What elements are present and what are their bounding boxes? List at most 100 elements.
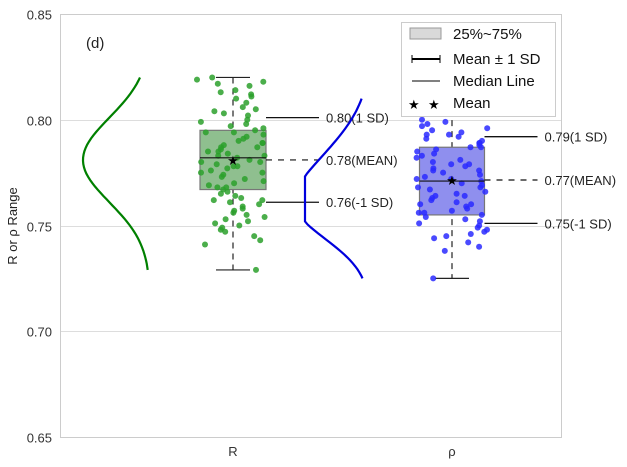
data-point [246, 82, 253, 89]
legend-box-swatch [409, 27, 442, 40]
data-point [239, 205, 246, 212]
data-point [240, 135, 247, 142]
data-point [260, 78, 267, 85]
data-point [457, 156, 464, 163]
series-layer: ★ 0.80(1 SD) 0.78(MEAN) 0.76(-1 SD) ★ 0.79(1 … [81, 74, 617, 282]
data-point [458, 180, 465, 187]
data-point [260, 125, 267, 132]
data-point [415, 184, 421, 191]
data-point [241, 176, 248, 182]
data-point [429, 159, 436, 165]
data-point [224, 188, 231, 195]
data-point [481, 228, 488, 235]
data-point [213, 161, 220, 168]
data-point [414, 148, 421, 155]
data-point [476, 243, 483, 250]
data-point [455, 133, 462, 140]
data-point [428, 197, 435, 204]
data-point [478, 211, 485, 218]
data-point [417, 201, 424, 208]
y-tick-label: 0.65 [27, 431, 52, 446]
data-point [232, 87, 239, 94]
data-point [238, 195, 245, 201]
data-point [453, 190, 460, 197]
data-point [198, 169, 204, 176]
data-point [205, 148, 211, 155]
legend-entry-sd: Mean ± 1 SD [453, 51, 541, 68]
data-point [415, 209, 422, 216]
data-point [222, 216, 229, 223]
data-point [260, 178, 267, 185]
data-point [231, 180, 238, 187]
data-point [209, 74, 216, 81]
data-point [467, 231, 474, 237]
series-R: ★ 0.80(1 SD) 0.78(MEAN) 0.76(-1 SD) [81, 74, 398, 273]
data-point [215, 152, 222, 159]
data-point [245, 218, 251, 225]
data-point [214, 80, 221, 87]
data-point [413, 176, 420, 182]
data-point [253, 266, 259, 273]
data-point [482, 188, 489, 195]
data-point [214, 184, 221, 191]
annotation-mean: 0.78(MEAN) [326, 153, 398, 168]
data-point [259, 140, 266, 146]
data-point [416, 220, 423, 227]
data-point [468, 201, 475, 208]
data-point [418, 152, 425, 159]
data-point [430, 167, 437, 174]
y-axis-label: R or ρ Range [5, 187, 20, 265]
data-point [207, 167, 214, 174]
legend-star-icon: ★ [408, 97, 420, 112]
data-point [252, 106, 259, 113]
data-point [236, 222, 243, 229]
data-point [259, 169, 266, 176]
kde-curve [81, 77, 149, 271]
data-point [230, 209, 237, 216]
data-point [224, 165, 231, 172]
data-point [239, 104, 246, 111]
data-point [419, 116, 425, 123]
panel-label: (d) [86, 35, 104, 52]
data-point [464, 205, 471, 212]
data-point [421, 173, 428, 180]
data-point [227, 123, 234, 130]
mean-star-icon: ★ [227, 153, 239, 168]
data-point [197, 118, 204, 125]
data-point [458, 129, 465, 136]
data-point [462, 216, 469, 223]
data-point [243, 211, 250, 218]
data-point [218, 173, 225, 180]
data-point [424, 121, 431, 127]
data-point [230, 163, 237, 170]
data-point [478, 144, 484, 151]
data-point [224, 150, 231, 157]
annotation-sd-minus: 0.75(-1 SD) [545, 216, 612, 231]
data-point [484, 125, 491, 132]
data-point [413, 154, 420, 161]
annotation-sd-plus: 0.80(1 SD) [326, 111, 389, 126]
annotation-mean: 0.77(MEAN) [545, 173, 617, 188]
data-point [205, 182, 212, 189]
data-point [261, 214, 268, 220]
data-point [210, 197, 217, 204]
data-point [446, 131, 452, 138]
data-point [467, 144, 474, 151]
data-point [260, 131, 267, 138]
y-tick-label: 0.85 [27, 8, 52, 23]
data-point [256, 201, 263, 208]
data-point [448, 207, 455, 214]
data-point [431, 150, 438, 157]
data-point [198, 159, 205, 165]
data-point [474, 224, 481, 231]
data-point [232, 192, 239, 199]
data-point [477, 184, 484, 191]
data-point [243, 99, 250, 106]
mean-star-icon: ★ [446, 173, 458, 188]
data-point [202, 241, 208, 248]
data-point [442, 118, 449, 125]
data-point [211, 108, 218, 115]
data-point [477, 171, 483, 178]
y-tick-label: 0.70 [27, 325, 52, 340]
